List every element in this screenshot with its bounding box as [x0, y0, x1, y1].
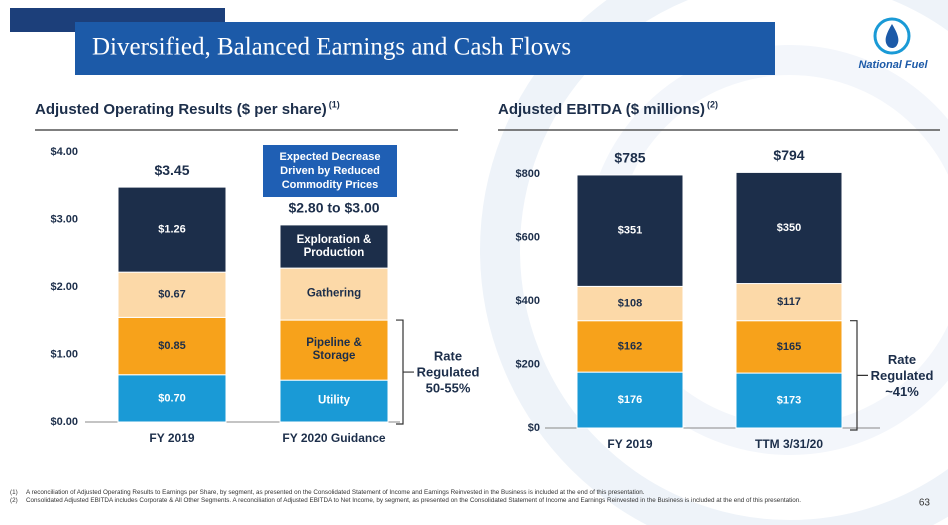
- page-number: 63: [919, 498, 931, 509]
- y-tick-label: $1.00: [50, 348, 78, 360]
- callout-text: Expected Decrease: [280, 151, 381, 163]
- value-label: $176: [618, 394, 642, 406]
- footnote: (1) A reconciliation of Adjusted Operatin…: [10, 489, 915, 497]
- segment-name: Gathering: [306, 287, 362, 300]
- bar-segment: [117, 374, 227, 423]
- bar-segment: [735, 320, 843, 374]
- footnote-marker: (2): [10, 497, 18, 504]
- chart-title: Adjusted Operating Results ($ per share): [35, 101, 327, 118]
- segment-name: Pipeline & Storage: [306, 337, 362, 363]
- chart-title: Adjusted EBITDA ($ millions): [498, 101, 705, 118]
- value-label: $0.67: [158, 289, 186, 301]
- bar-segment: [279, 224, 389, 269]
- bar-segment: [279, 267, 389, 321]
- bar-segment: [576, 174, 684, 287]
- slide-title: Diversified, Balanced Earnings and Cash …: [92, 34, 571, 61]
- bar-segment: [576, 371, 684, 429]
- footnote-text: A reconciliation of Adjusted Operating R…: [26, 489, 645, 496]
- y-tick-label: $200: [516, 358, 540, 370]
- background-arc: [480, 0, 948, 525]
- y-tick-label: $400: [516, 295, 540, 307]
- x-tick-label: FY 2020 Guidance: [282, 431, 385, 445]
- value-label: $350: [777, 222, 801, 234]
- value-label: $108: [618, 297, 642, 309]
- total-label: $794: [773, 147, 804, 163]
- y-tick-label: $2.00: [50, 281, 78, 293]
- logo-flame: [885, 24, 899, 48]
- value-label: $117: [777, 296, 801, 308]
- callout-text: Commodity Prices: [282, 179, 379, 191]
- x-tick-label: FY 2019: [149, 431, 194, 445]
- bar-segment: [735, 171, 843, 285]
- bracket: [396, 319, 414, 425]
- callout-box: [263, 145, 397, 197]
- segment-name: Exploration & Production: [296, 233, 372, 259]
- bar-segment: [279, 379, 389, 423]
- bracket: [850, 320, 868, 431]
- value-label: $162: [618, 340, 642, 352]
- chart-title-note: (2): [707, 99, 718, 109]
- bar-segment: [576, 285, 684, 322]
- y-tick-label: $800: [516, 168, 540, 180]
- value-label: $0.70: [158, 392, 186, 404]
- y-tick-label: $600: [516, 231, 540, 243]
- y-tick-label: $4.00: [50, 146, 78, 158]
- bracket-label: Regulated: [417, 364, 480, 379]
- value-label: $0.85: [158, 340, 186, 352]
- bracket-label: Rate: [434, 348, 462, 363]
- footnote-text: Consolidated Adjusted EBITDA includes Co…: [26, 497, 801, 504]
- x-tick-label: FY 2019: [607, 437, 652, 451]
- bracket-label: Rate: [888, 352, 916, 367]
- title-banner: [75, 22, 775, 75]
- total-label: $2.80 to $3.00: [288, 200, 379, 216]
- y-tick-label: $0.00: [50, 416, 78, 428]
- total-label: $3.45: [154, 162, 189, 178]
- footnote-marker: (1): [10, 489, 18, 496]
- value-label: $351: [618, 225, 642, 237]
- bar-segment: [117, 316, 227, 376]
- y-tick-label: $3.00: [50, 213, 78, 225]
- value-label: $165: [777, 341, 801, 353]
- value-label: $1.26: [158, 224, 186, 236]
- bar-segment: [279, 319, 389, 381]
- total-label: $785: [614, 150, 645, 166]
- footnote: (2) Consolidated Adjusted EBITDA includes…: [10, 497, 915, 505]
- bar-segment: [117, 271, 227, 318]
- bar-segment: [735, 372, 843, 429]
- y-tick-label: $0: [528, 422, 540, 434]
- bar-segment: [576, 320, 684, 373]
- bracket-label: ~41%: [885, 384, 919, 399]
- bracket-label: 50-55%: [426, 380, 471, 395]
- logo-text: National Fuel: [858, 59, 928, 71]
- value-label: $173: [777, 394, 801, 406]
- x-tick-label: TTM 3/31/20: [755, 437, 823, 451]
- callout-text: Driven by Reduced: [280, 165, 380, 177]
- chart-title-note: (1): [329, 99, 340, 109]
- segment-name: Utility: [318, 394, 350, 407]
- bar-segment: [117, 186, 227, 273]
- bracket-label: Regulated: [871, 368, 934, 383]
